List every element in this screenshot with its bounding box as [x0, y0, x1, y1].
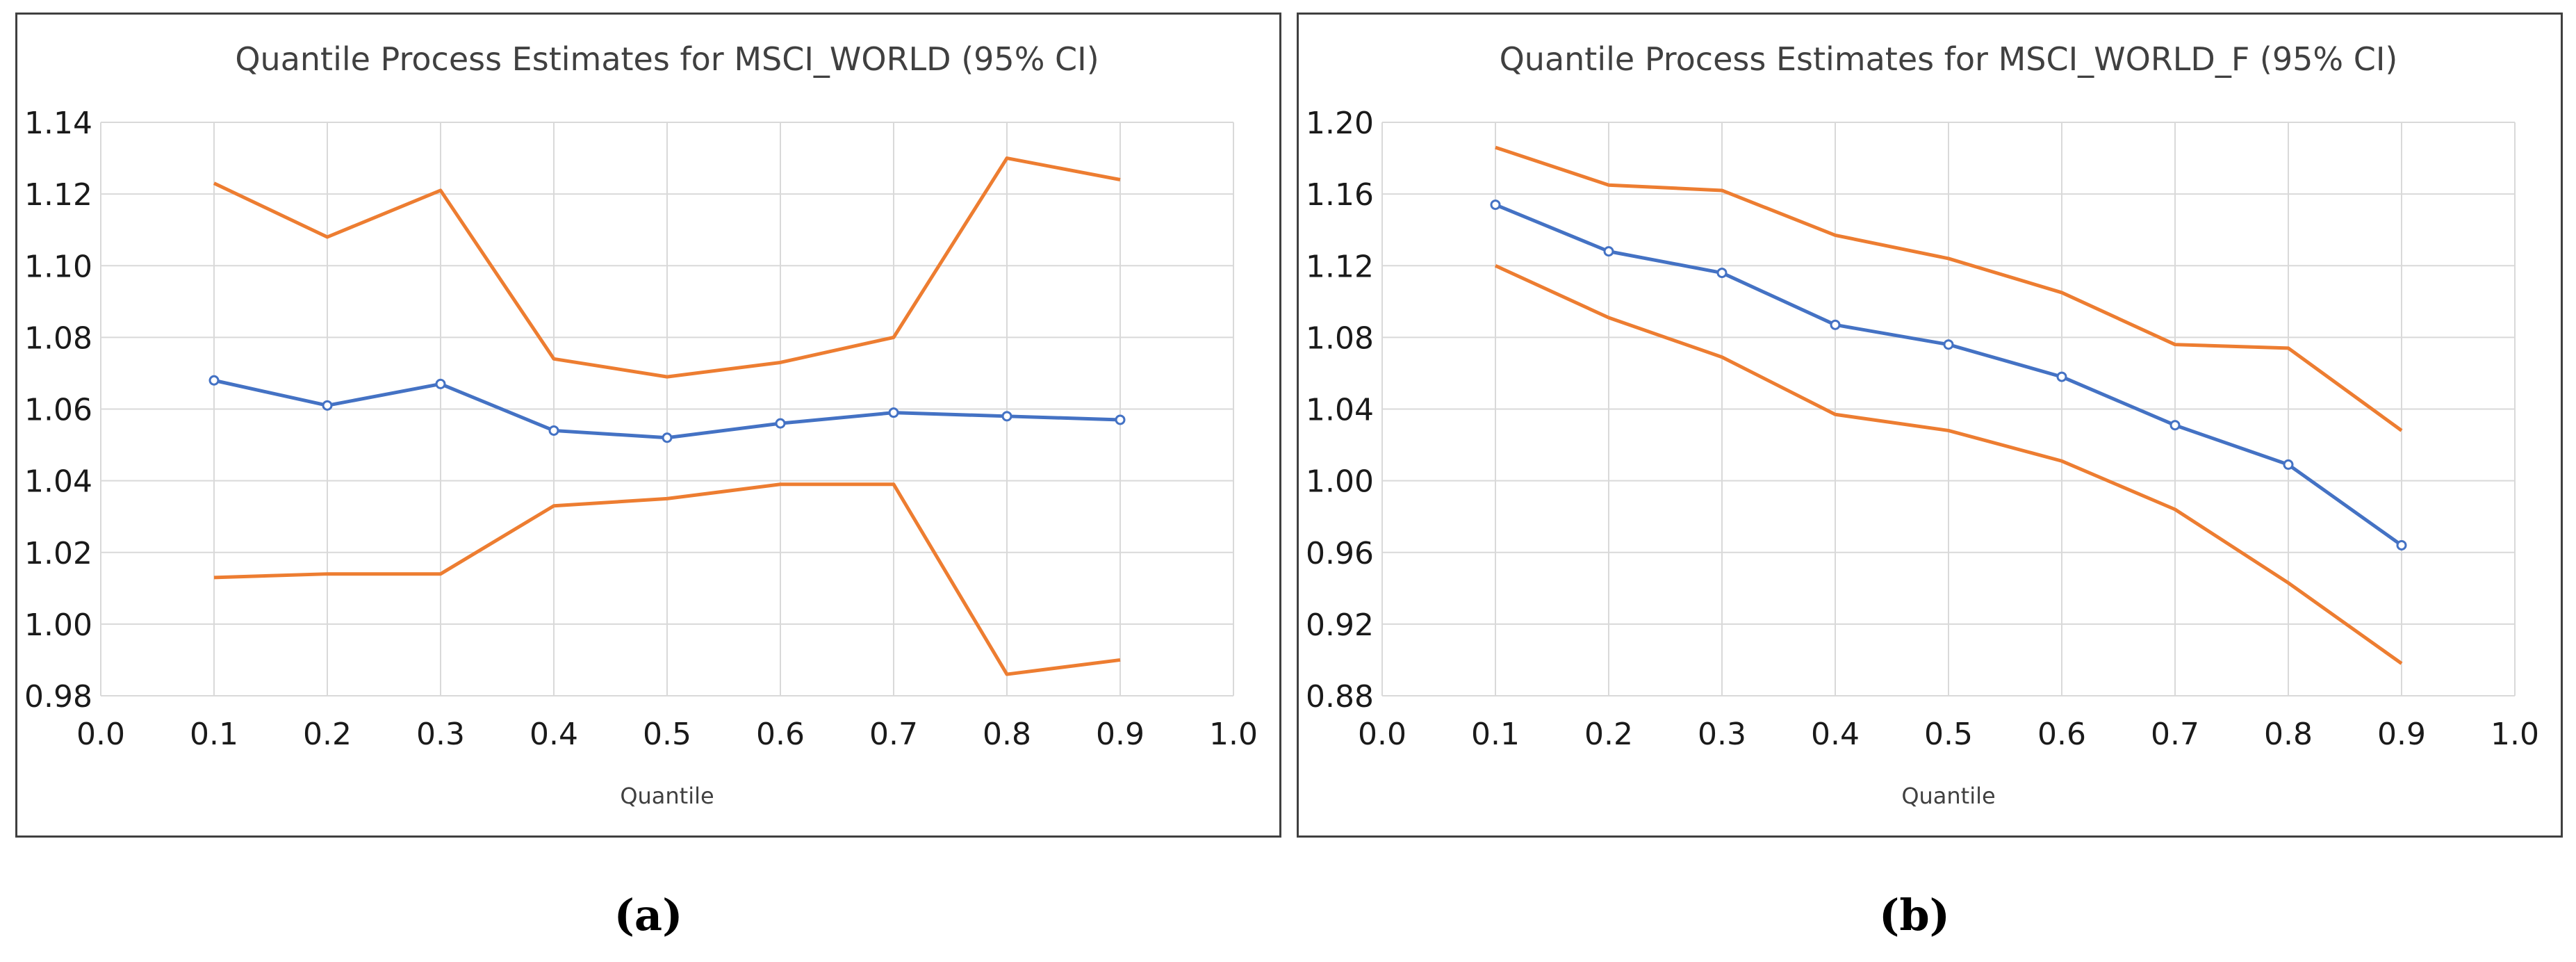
chart-panel-b: Quantile Process Estimates for MSCI_WORL…: [1297, 13, 2563, 838]
x-tick-label: 1.0: [2491, 717, 2539, 752]
x-tick-label: 0.2: [303, 717, 352, 752]
x-tick-label: 1.0: [1209, 717, 1258, 752]
y-tick-label: 1.04: [1306, 393, 1374, 428]
y-tick-label: 1.06: [24, 393, 92, 428]
x-axis-title: Quantile: [1901, 783, 1995, 809]
chart-svg-b: Quantile Process Estimates for MSCI_WORL…: [1306, 40, 2539, 809]
data-point: [662, 432, 673, 443]
y-tick-label: 1.08: [24, 320, 92, 356]
y-tick-label: 1.12: [24, 177, 92, 213]
data-point: [775, 418, 786, 429]
panel-caption-a: (a): [614, 890, 683, 940]
data-point: [2169, 420, 2181, 431]
x-tick-label: 0.7: [869, 717, 918, 752]
series-line-upper-95-ci: [213, 156, 1121, 379]
series-line-lower-95-ci: [213, 482, 1121, 676]
chart-title: Quantile Process Estimates for MSCI_WORL…: [1500, 40, 2398, 78]
x-tick-label: 0.9: [2377, 717, 2426, 752]
panel-caption-b: (b): [1878, 890, 1951, 940]
x-tick-label: 0.3: [416, 717, 465, 752]
data-point: [1001, 411, 1012, 422]
y-tick-label: 0.92: [1306, 608, 1374, 643]
x-tick-label: 0.7: [2151, 717, 2199, 752]
data-point: [888, 407, 899, 418]
data-point: [1716, 268, 1728, 279]
data-point: [2396, 539, 2407, 551]
x-tick-label: 0.4: [530, 717, 578, 752]
x-tick-label: 0.1: [190, 717, 238, 752]
y-tick-label: 1.00: [1306, 464, 1374, 500]
series-line-upper-95-ci: [1495, 145, 2403, 432]
x-tick-label: 0.0: [76, 717, 125, 752]
y-tick-label: 1.08: [1306, 320, 1374, 356]
x-tick-label: 0.4: [1811, 717, 1860, 752]
data-point: [208, 375, 220, 386]
x-tick-label: 0.6: [756, 717, 805, 752]
y-tick-label: 0.96: [1306, 536, 1374, 571]
data-point: [2056, 371, 2067, 382]
y-tick-label: 1.12: [1306, 249, 1374, 284]
data-point: [1943, 339, 1954, 350]
x-tick-label: 0.5: [1924, 717, 1973, 752]
data-point: [2283, 459, 2294, 470]
x-tick-label: 0.2: [1584, 717, 1633, 752]
x-tick-label: 0.8: [2264, 717, 2313, 752]
y-tick-label: 1.16: [1306, 177, 1374, 213]
data-point: [322, 400, 333, 411]
data-point: [1603, 246, 1614, 257]
chart-svg-a: Quantile Process Estimates for MSCI_WORL…: [24, 40, 1258, 809]
chart-panel-a: Quantile Process Estimates for MSCI_WORL…: [15, 13, 1281, 838]
x-tick-label: 0.9: [1096, 717, 1145, 752]
data-point: [1490, 199, 1501, 211]
x-tick-label: 0.0: [1358, 717, 1406, 752]
x-axis-title: Quantile: [620, 783, 714, 809]
x-tick-label: 0.8: [983, 717, 1031, 752]
x-tick-label: 0.3: [1698, 717, 1746, 752]
series-line-lower-95-ci: [1494, 263, 2403, 665]
data-point: [1115, 414, 1126, 425]
x-tick-label: 0.1: [1471, 717, 1520, 752]
x-tick-label: 0.5: [643, 717, 691, 752]
y-tick-label: 1.20: [1306, 106, 1374, 141]
x-tick-label: 0.6: [2037, 717, 2086, 752]
data-point: [1830, 319, 1841, 330]
chart-title: Quantile Process Estimates for MSCI_WORL…: [235, 40, 1099, 78]
y-tick-label: 1.02: [24, 536, 92, 571]
y-tick-label: 1.00: [24, 608, 92, 643]
y-tick-label: 1.14: [24, 106, 92, 141]
data-point: [548, 425, 559, 436]
y-tick-label: 1.04: [24, 464, 92, 500]
data-point: [435, 378, 446, 389]
y-tick-label: 1.10: [24, 249, 92, 284]
y-tick-label: 0.98: [24, 679, 92, 715]
y-tick-label: 0.88: [1306, 679, 1374, 715]
